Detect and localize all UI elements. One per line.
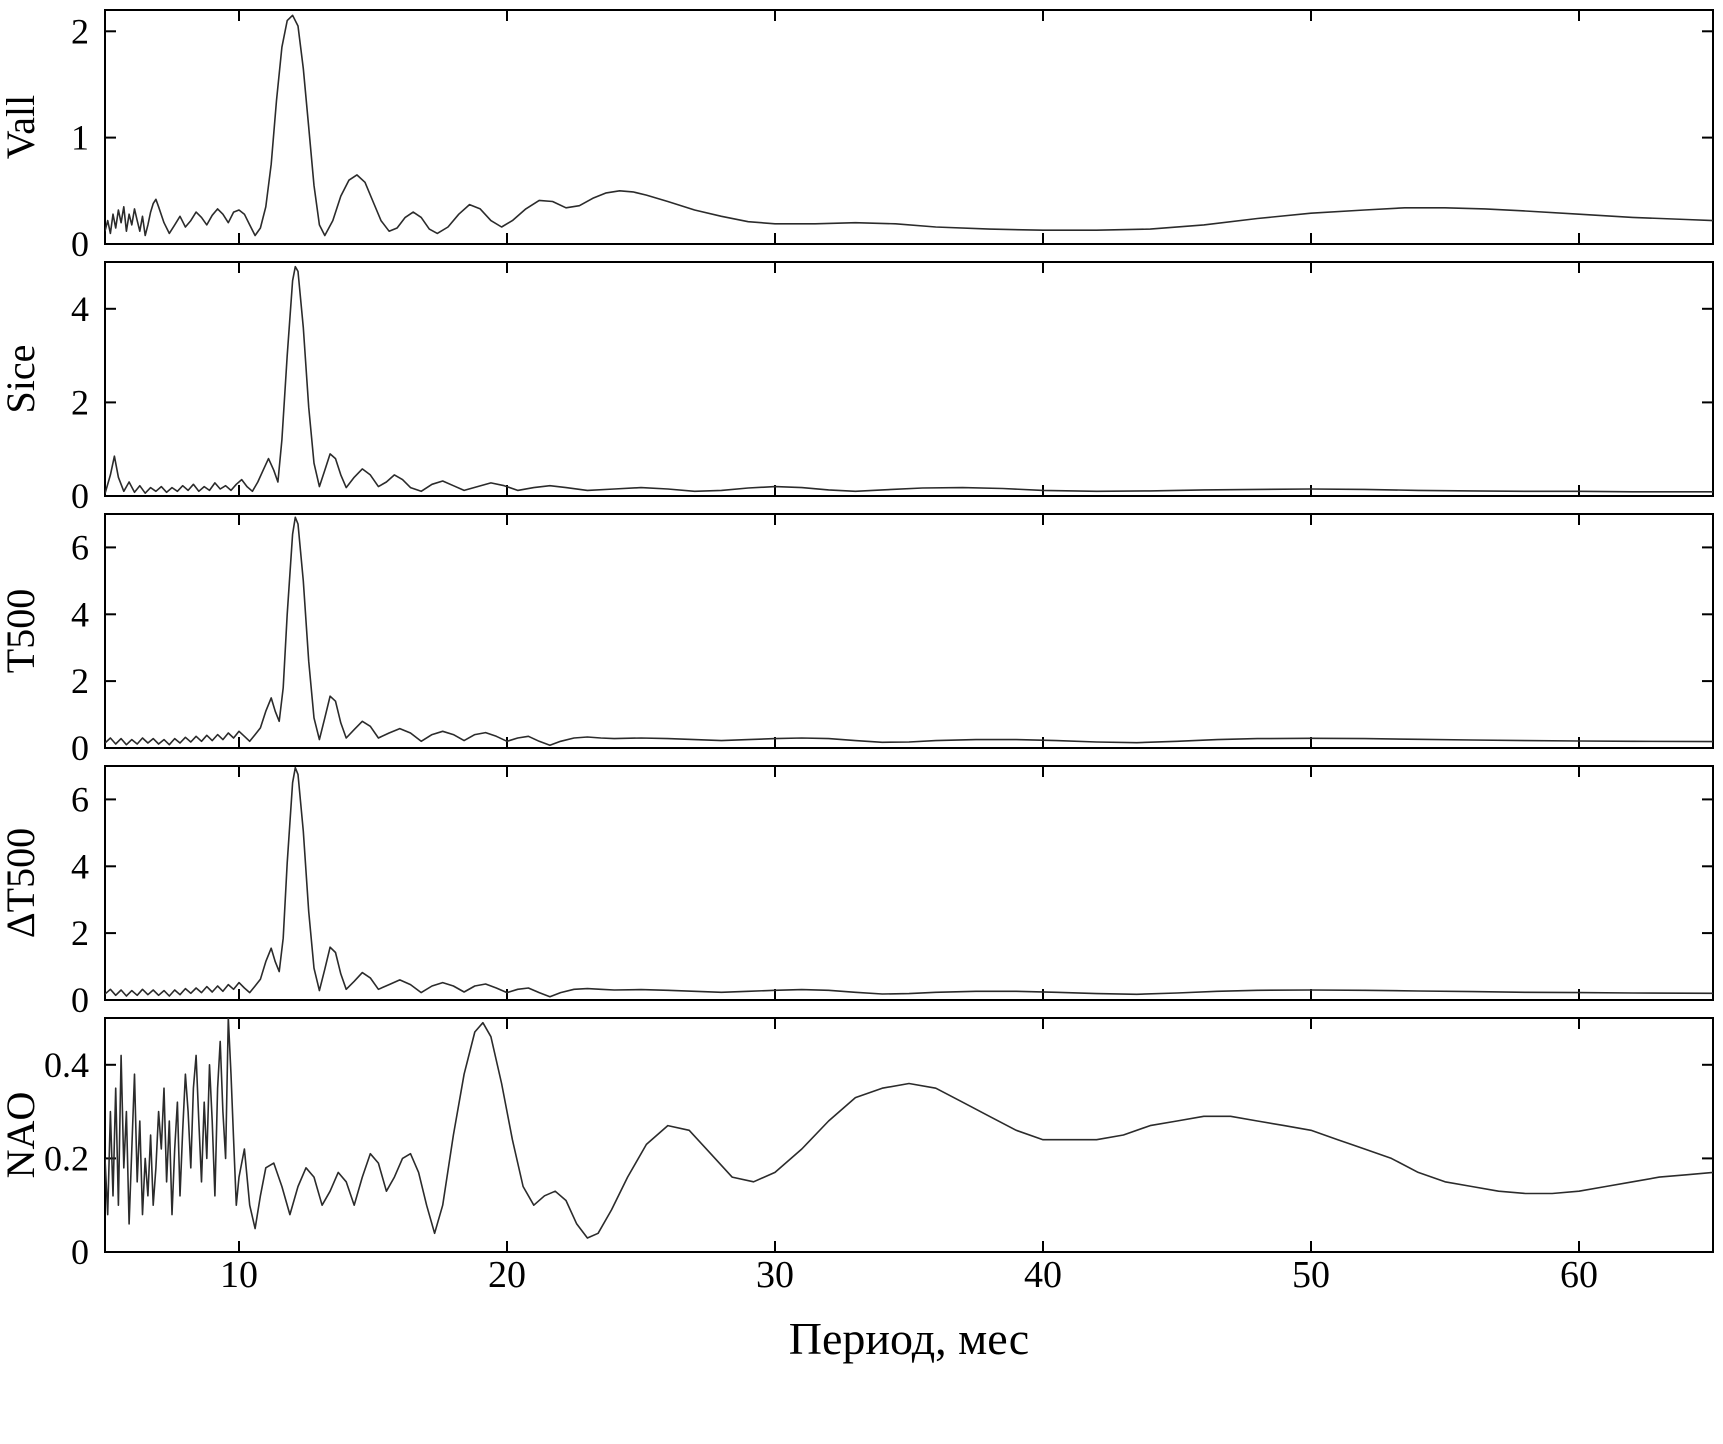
y-tick-label: 2 [71,913,89,953]
y-tick-label: 0 [71,728,89,768]
y-tick-label: 0 [71,224,89,264]
x-tick-label: 60 [1560,1254,1598,1296]
y-axis-title: ΔT500 [0,828,43,938]
y-tick-label: 0 [71,476,89,516]
y-tick-label: 4 [71,594,89,634]
y-tick-label: 0 [71,980,89,1020]
y-axis-title: NAO [0,1092,43,1179]
y-tick-label: 0.2 [44,1138,89,1178]
panel-t500: 0 2 4 6 T500 [0,513,1714,768]
x-tick-label: 50 [1292,1254,1330,1296]
y-tick-label: 2 [71,11,89,51]
spectrum-line-nao [105,1018,1713,1239]
axes-box [104,513,1714,749]
spectrum-line-t500 [105,516,1713,747]
spectrum-line-sice [105,265,1713,494]
axes-box [104,765,1714,1001]
y-axis-title: Sice [0,345,43,414]
x-tick-label: 10 [220,1254,258,1296]
y-tick-label: 6 [71,779,89,819]
panel-dt500: 0 2 4 6 ΔT500 [0,765,1714,1020]
y-tick-label: 1 [71,118,89,158]
y-axis-title: T500 [0,589,43,673]
spectrum-line-dt500 [105,766,1713,998]
axes-box [104,1017,1714,1253]
y-tick-label: 2 [71,661,89,701]
x-tick-label: 40 [1024,1254,1062,1296]
y-tick-label: 6 [71,527,89,567]
x-tick-label: 20 [488,1254,526,1296]
y-tick-label: 4 [71,289,89,329]
y-tick-label: 2 [71,382,89,422]
axes-box [104,9,1714,245]
y-tick-label: 4 [71,846,89,886]
panel-sice: 0 2 4 Sice [0,261,1714,516]
spectrum-line-vall [105,14,1713,237]
x-axis-title: Период, мес [788,1313,1030,1364]
x-axis-ticks: 10 20 30 40 50 60 [0,1254,1723,1306]
y-tick-label: 0 [71,1232,89,1272]
panel-vall: 0 1 2 Vall [0,9,1714,264]
x-tick-label: 30 [756,1254,794,1296]
y-axis-title: Vall [0,95,43,159]
axes-box [104,261,1714,497]
spectra-figure: 0 1 2 Vall 0 2 4 Sice 0 2 4 6 T500 0 2 4 6 ΔT500 0 0.2 0.4 NA… [0,9,1714,1272]
y-tick-label: 0.4 [44,1045,89,1085]
